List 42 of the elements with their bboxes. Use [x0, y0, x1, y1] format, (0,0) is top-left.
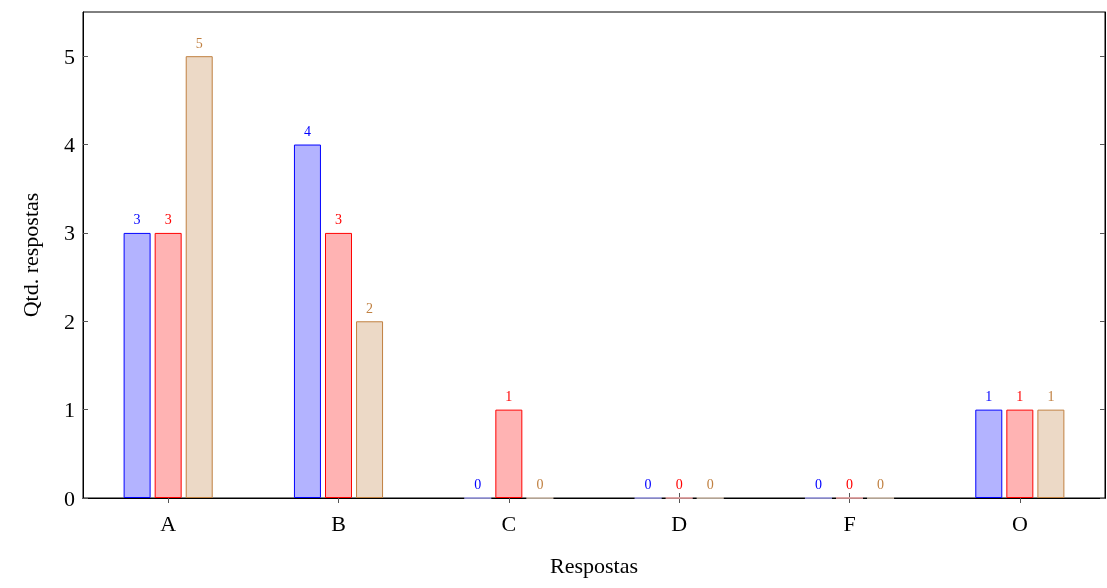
data-label: 0 [644, 477, 652, 492]
data-label: 0 [675, 477, 683, 492]
bar [1006, 409, 1034, 498]
y-tick-label: 5 [64, 43, 75, 69]
data-label: 1 [1016, 389, 1024, 405]
y-tick-label: 0 [64, 485, 75, 511]
y-tick-label: 2 [64, 308, 75, 334]
data-label: 0 [474, 477, 482, 492]
data-label: 0 [706, 477, 714, 492]
y-tick-label: 1 [64, 397, 75, 423]
data-label: 0 [846, 477, 853, 492]
y-axis-title: Qtd. respostas [17, 192, 43, 318]
x-tick-label: B [331, 510, 346, 536]
x-axis-title: Respostas [550, 552, 638, 578]
data-label: 1 [505, 389, 513, 405]
data-label: 1 [985, 389, 993, 405]
data-label: 0 [877, 477, 885, 492]
bar [293, 144, 321, 498]
data-label: 2 [366, 300, 374, 316]
data-label: 3 [164, 212, 172, 228]
x-tick-label: O [1011, 510, 1028, 536]
data-label: 5 [195, 35, 203, 51]
data-label: 1 [1047, 389, 1055, 405]
x-tick-label: C [501, 510, 517, 536]
bar [975, 409, 1003, 498]
data-label: 0 [814, 477, 822, 492]
x-tick-label: D [671, 510, 688, 536]
x-tick-label: F [843, 510, 856, 536]
x-tick-label: A [160, 510, 177, 536]
bar [1037, 409, 1065, 498]
bar [325, 232, 352, 498]
bar [154, 232, 182, 498]
bar [356, 321, 384, 498]
y-tick-label: 3 [64, 220, 75, 246]
data-label: 3 [335, 212, 342, 228]
data-label: 0 [536, 477, 544, 492]
y-tick-label: 4 [64, 132, 75, 158]
data-label: 4 [303, 124, 311, 140]
bar [123, 232, 151, 498]
bar [185, 56, 213, 498]
bar [495, 409, 523, 498]
data-label: 3 [133, 212, 141, 228]
